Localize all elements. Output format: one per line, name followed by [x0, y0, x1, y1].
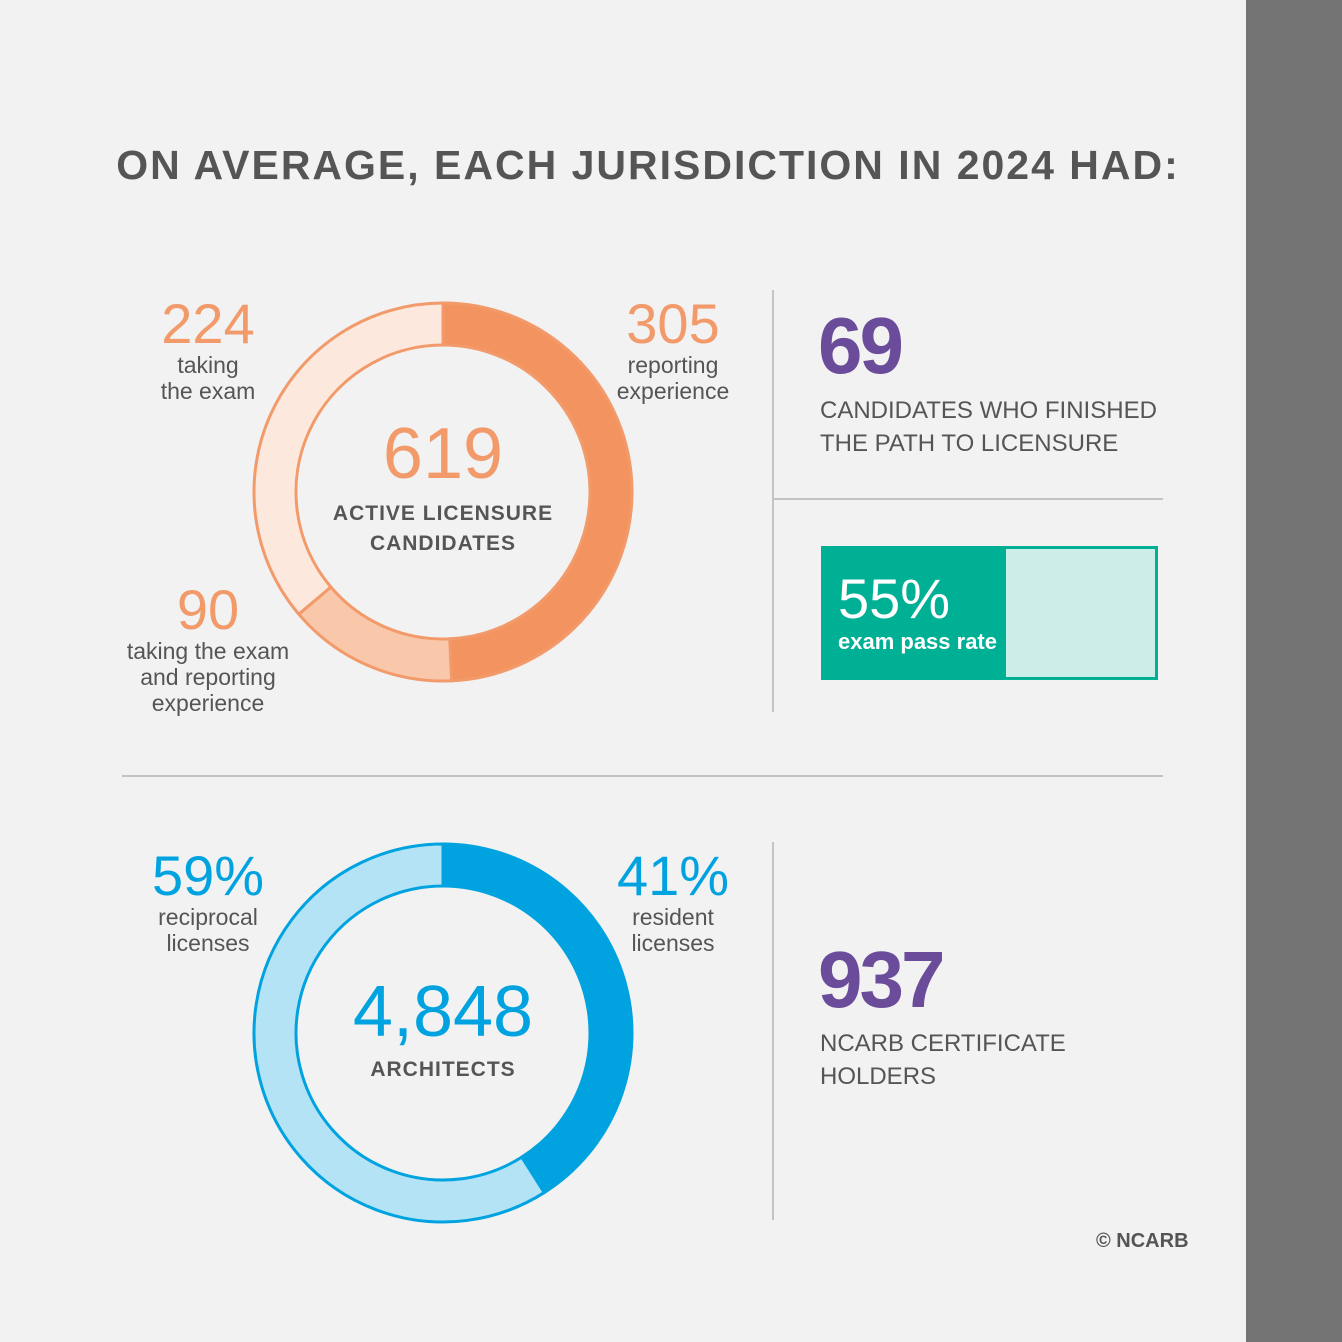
horizontal-divider-main — [122, 775, 1163, 777]
candidates-slice-taking-the-exam — [252, 301, 445, 617]
resident-value: 41% — [616, 844, 730, 907]
architects-slice-reciprocal-licenses — [252, 842, 547, 1224]
reciprocal-line-1: reciprocal — [158, 904, 258, 930]
architects-caption: ARCHITECTS — [370, 1058, 516, 1081]
reciprocal-value: 59% — [151, 844, 265, 907]
label-reciprocal: 59% reciprocal licenses — [128, 844, 288, 957]
both-line-1: taking the exam — [126, 638, 290, 664]
candidates-slice-reporting-experience — [441, 301, 634, 683]
page-title: ON AVERAGE, EACH JURISDICTION IN 2024 HA… — [116, 142, 1180, 188]
reporting-experience-value: 305 — [626, 292, 720, 355]
certificate-caption-line-2: HOLDERS — [820, 1063, 937, 1090]
both-line-2: and reporting — [140, 664, 276, 690]
architects-donut-chart — [252, 842, 634, 1224]
label-resident: 41% resident licenses — [593, 844, 753, 957]
reporting-experience-line-2: experience — [616, 378, 730, 404]
pass-rate-value: 55% — [838, 567, 951, 630]
side-bar — [1246, 0, 1342, 1342]
pass-rate-caption: exam pass rate — [838, 629, 997, 654]
candidates-donut-chart — [252, 301, 634, 683]
resident-line-2: licenses — [631, 930, 715, 956]
candidates-caption: ACTIVE LICENSURE CANDIDATES — [332, 502, 554, 555]
horizontal-divider-right — [774, 498, 1163, 500]
certificate-caption-line-1: NCARB CERTIFICATE — [820, 1030, 1066, 1057]
resident-line-1: resident — [632, 904, 714, 930]
architects-slice-resident-licenses — [441, 842, 634, 1195]
finished-value: 69 — [818, 301, 904, 390]
taking-exam-line-1: taking — [177, 352, 239, 378]
candidates-slice-taking-the-exam-and-reporting-experience — [296, 584, 454, 683]
vertical-divider-bottom — [772, 842, 774, 1220]
reporting-experience-line-1: reporting — [627, 352, 719, 378]
label-taking-exam: 224 taking the exam — [128, 292, 288, 405]
taking-exam-value: 224 — [161, 292, 255, 355]
finished-caption-line-1: CANDIDATES WHO FINISHED — [820, 397, 1157, 424]
pass-rate-fill — [824, 549, 1007, 677]
pass-rate-bar: 55% exam pass rate — [821, 546, 1158, 680]
both-line-3: experience — [151, 690, 265, 716]
label-reporting-experience: 305 reporting experience — [593, 292, 753, 405]
vertical-divider-top — [772, 290, 774, 712]
taking-exam-line-2: the exam — [160, 378, 256, 404]
label-both: 90 taking the exam and reporting experie… — [108, 578, 308, 717]
reciprocal-line-2: licenses — [166, 930, 250, 956]
both-value: 90 — [176, 578, 240, 641]
finished-caption-line-2: THE PATH TO LICENSURE — [820, 430, 1119, 457]
architects-total: 4,848 — [352, 972, 534, 1052]
copyright: © NCARB — [1096, 1230, 1189, 1252]
certificate-value: 937 — [818, 935, 945, 1024]
candidates-total: 619 — [382, 414, 504, 494]
